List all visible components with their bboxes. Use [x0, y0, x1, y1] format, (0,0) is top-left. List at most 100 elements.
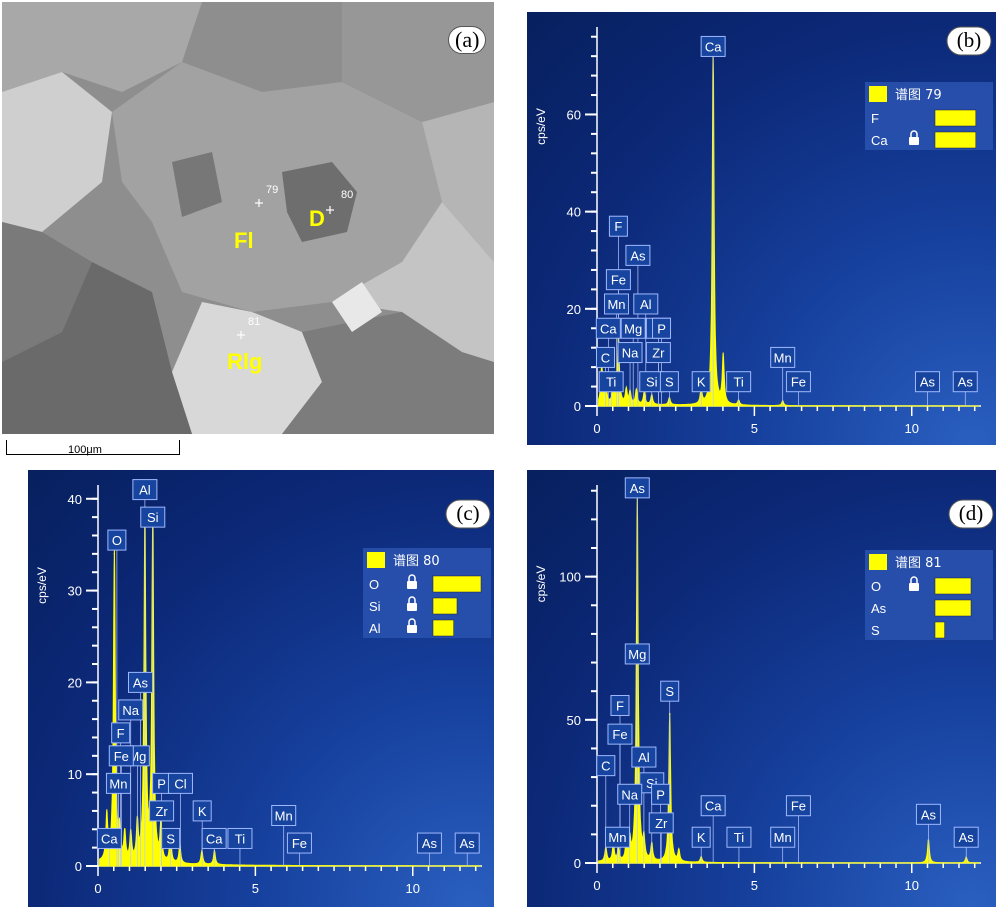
element-label-box — [111, 722, 131, 744]
element-label-box — [651, 783, 671, 805]
panel-label-d: (d) — [959, 501, 984, 525]
element-label: Mn — [607, 297, 625, 312]
x-tick-label: 10 — [905, 421, 919, 436]
element-label: F — [614, 219, 622, 234]
element-label-box — [631, 746, 657, 768]
element-label: Mn — [275, 809, 293, 824]
element-label-box — [167, 772, 193, 794]
element-label-box — [953, 826, 979, 848]
element-label: Na — [122, 703, 139, 718]
lock-icon — [407, 618, 417, 633]
legend-title: 谱图 81 — [895, 556, 942, 571]
y-tick-label: 50 — [567, 713, 581, 728]
peak-point — [113, 553, 116, 555]
y-tick-label: 0 — [75, 859, 82, 874]
element-label: P — [157, 776, 166, 791]
element-label-box — [604, 826, 630, 848]
legend-element: O — [871, 579, 881, 594]
phase-label-fl: Fl — [234, 228, 254, 253]
element-label-box — [595, 317, 621, 339]
element-label-box — [108, 745, 134, 767]
y-tick-label: 40 — [68, 492, 82, 507]
element-label: Cl — [174, 776, 186, 791]
y-tick-label: 40 — [567, 205, 581, 220]
element-label: Ti — [235, 831, 245, 846]
legend-element: Si — [369, 599, 381, 614]
lock-icon-body — [909, 583, 919, 591]
element-label-box — [605, 269, 631, 291]
legend-element: S — [871, 623, 880, 638]
y-axis-label: cps/eV — [534, 108, 548, 145]
element-label: Al — [640, 297, 652, 312]
x-tick-label: 5 — [252, 881, 259, 896]
element-label: Na — [621, 787, 638, 802]
element-label-box — [785, 795, 811, 817]
sem-micrograph: 79 80 81 Fl D Rlg — [2, 2, 494, 434]
element-label-box — [617, 342, 643, 364]
peak-point — [643, 393, 646, 395]
x-tick-label: 0 — [94, 881, 101, 896]
element-label: Mn — [774, 350, 792, 365]
element-label-box — [914, 371, 940, 393]
element-label: K — [697, 830, 706, 845]
legend-bar — [432, 575, 482, 593]
legend-bar — [934, 577, 972, 595]
element-label: As — [921, 807, 937, 822]
y-tick-label: 20 — [68, 675, 82, 690]
element-label-box — [770, 346, 796, 368]
element-label: P — [656, 787, 665, 802]
legend-element: F — [871, 111, 879, 126]
legend-element: O — [369, 577, 379, 592]
element-label: Zr — [155, 804, 168, 819]
element-label: Ca — [101, 831, 118, 846]
legend-bar — [934, 131, 977, 149]
legend-element: Ca — [871, 133, 888, 148]
element-label-box — [595, 346, 615, 368]
lock-icon — [909, 130, 919, 145]
lock-icon-shackle — [408, 596, 416, 603]
element-label-box — [107, 529, 127, 551]
x-tick-label: 5 — [751, 878, 758, 893]
element-label-box — [227, 827, 253, 849]
element-label-box — [610, 695, 630, 716]
element-label: Fe — [791, 375, 806, 390]
element-label-box — [607, 723, 633, 745]
sem-image-panel: 79 80 81 Fl D Rlg (a) — [2, 2, 494, 434]
element-label: C — [601, 350, 610, 365]
element-label: Fe — [611, 273, 626, 288]
element-label-box — [192, 800, 212, 822]
element-label-box — [952, 371, 978, 393]
element-label-box — [652, 317, 672, 339]
element-label: K — [198, 804, 207, 819]
phase-label-rlg: Rlg — [227, 349, 262, 374]
y-axis-label: cps/eV — [35, 567, 49, 604]
lock-icon-body — [407, 625, 417, 633]
element-label-box — [596, 755, 616, 777]
element-label: As — [630, 248, 646, 263]
lock-icon-body — [909, 137, 919, 145]
x-tick-label: 10 — [905, 878, 919, 893]
element-label-box — [454, 832, 480, 854]
element-label: Ca — [600, 321, 617, 336]
spectrum-chart-d: 0 50 100 0 5 10 cps/eV As Mg S F Fe Al C Si Na P Zr Mn K Ti C… — [534, 477, 994, 893]
element-label-box — [127, 671, 153, 693]
element-label-box — [633, 293, 659, 315]
spectrum-trace — [598, 494, 981, 864]
point-label-79: 79 — [266, 184, 278, 196]
element-label: Zr — [655, 816, 668, 831]
lock-icon-shackle — [408, 618, 416, 625]
element-label: Ti — [734, 830, 744, 845]
peak-point — [625, 390, 628, 393]
element-label: K — [697, 375, 706, 390]
element-label: Fe — [114, 749, 129, 764]
element-label: C — [601, 759, 610, 774]
element-label: Mn — [774, 830, 792, 845]
peak-point — [635, 390, 638, 393]
element-label: Mn — [109, 776, 127, 791]
panel-label-bg — [946, 26, 992, 56]
element-label-box — [691, 371, 711, 393]
element-label-box — [624, 643, 650, 665]
panel-label-a: (a) — [448, 26, 487, 54]
lock-icon-body — [407, 603, 417, 611]
element-label-box — [132, 479, 158, 501]
